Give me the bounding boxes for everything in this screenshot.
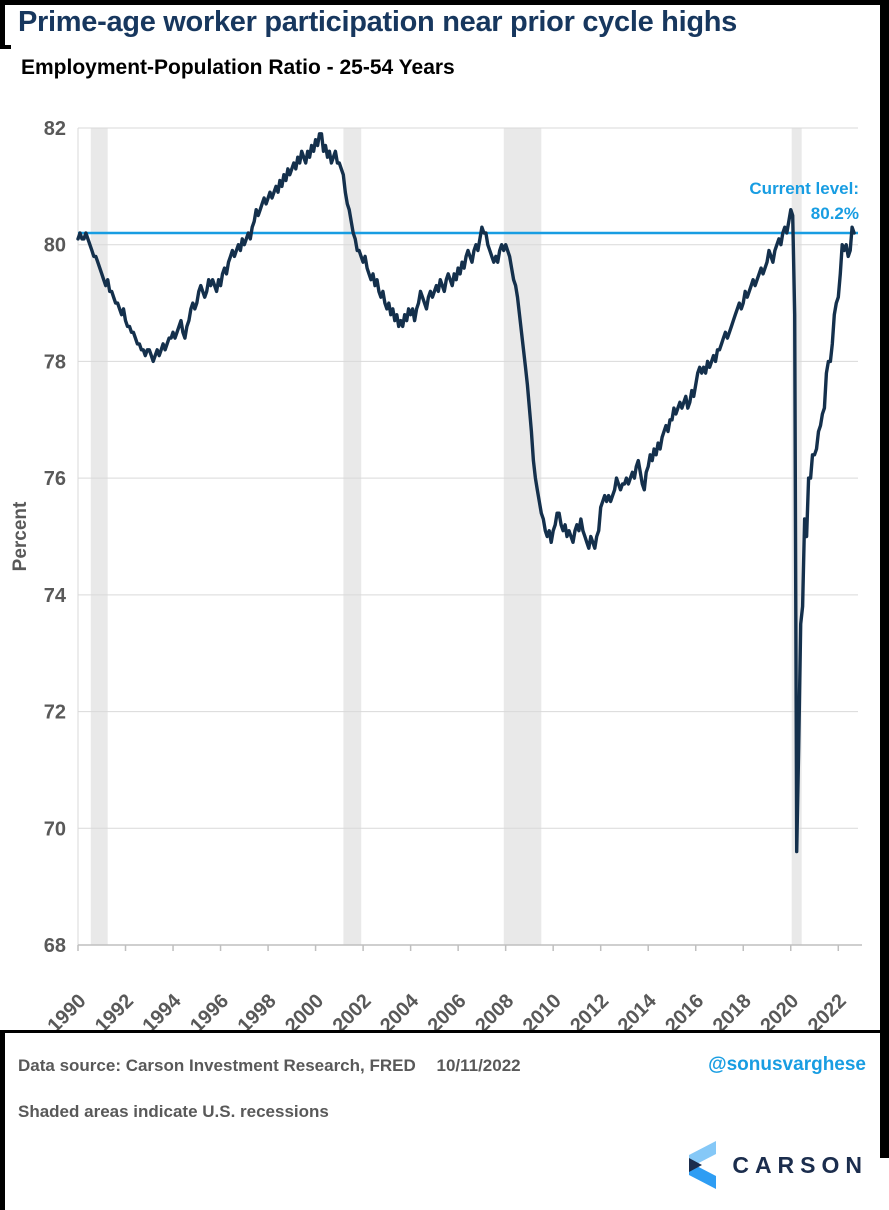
top-border bbox=[0, 0, 889, 5]
svg-text:68: 68 bbox=[44, 935, 66, 957]
twitter-handle[interactable]: @sonusvarghese bbox=[708, 1054, 866, 1075]
svg-text:2022: 2022 bbox=[804, 990, 851, 1030]
svg-text:72: 72 bbox=[44, 702, 66, 724]
svg-text:2006: 2006 bbox=[424, 990, 471, 1030]
svg-text:2000: 2000 bbox=[281, 990, 328, 1030]
data-source-line: Data source: Carson Investment Research,… bbox=[18, 1056, 521, 1076]
svg-text:Percent: Percent bbox=[10, 501, 31, 571]
right-border bbox=[880, 0, 889, 1158]
left-border-top bbox=[0, 0, 5, 49]
svg-text:2016: 2016 bbox=[661, 990, 708, 1030]
footer-divider bbox=[0, 1030, 889, 1033]
current-level-value: 80.2% bbox=[810, 204, 859, 223]
line-chart: 68 70 72 74 76 78 80 82 1990 1992 1994 1996 1998 2000… bbox=[10, 118, 862, 1037]
svg-text:76: 76 bbox=[44, 468, 66, 490]
left-border-bottom bbox=[0, 1030, 5, 1210]
svg-text:1994: 1994 bbox=[139, 989, 187, 1030]
svg-text:1992: 1992 bbox=[91, 990, 138, 1030]
carson-logo: CARSON bbox=[676, 1140, 868, 1190]
svg-text:2002: 2002 bbox=[329, 990, 376, 1030]
svg-text:2018: 2018 bbox=[709, 990, 756, 1030]
svg-text:2010: 2010 bbox=[519, 990, 566, 1030]
left-border-stub bbox=[0, 45, 11, 49]
svg-text:1990: 1990 bbox=[44, 990, 91, 1030]
current-level-annotation: Current level: 80.2% bbox=[749, 176, 859, 226]
svg-text:80: 80 bbox=[44, 235, 66, 257]
chart-subtitle: Employment-Population Ratio - 25-54 Year… bbox=[21, 56, 455, 79]
recession-note: Shaded areas indicate U.S. recessions bbox=[18, 1102, 329, 1121]
svg-text:74: 74 bbox=[44, 585, 67, 607]
svg-text:2014: 2014 bbox=[614, 989, 662, 1030]
svg-text:70: 70 bbox=[44, 818, 66, 840]
carson-logo-text: CARSON bbox=[732, 1151, 868, 1178]
page-title: Prime-age worker participation near prio… bbox=[18, 6, 737, 38]
svg-text:2004: 2004 bbox=[376, 989, 424, 1030]
svg-text:2012: 2012 bbox=[566, 990, 613, 1030]
carson-logo-icon bbox=[689, 1141, 717, 1189]
svg-text:82: 82 bbox=[44, 118, 66, 140]
current-level-label: Current level: bbox=[749, 179, 859, 198]
svg-text:2020: 2020 bbox=[756, 990, 803, 1030]
svg-text:78: 78 bbox=[44, 351, 66, 373]
data-source-text: Data source: Carson Investment Research,… bbox=[18, 1056, 416, 1075]
svg-text:1998: 1998 bbox=[234, 990, 281, 1030]
svg-text:2008: 2008 bbox=[471, 990, 518, 1030]
svg-text:1996: 1996 bbox=[186, 990, 233, 1030]
chart-date: 10/11/2022 bbox=[436, 1056, 521, 1075]
